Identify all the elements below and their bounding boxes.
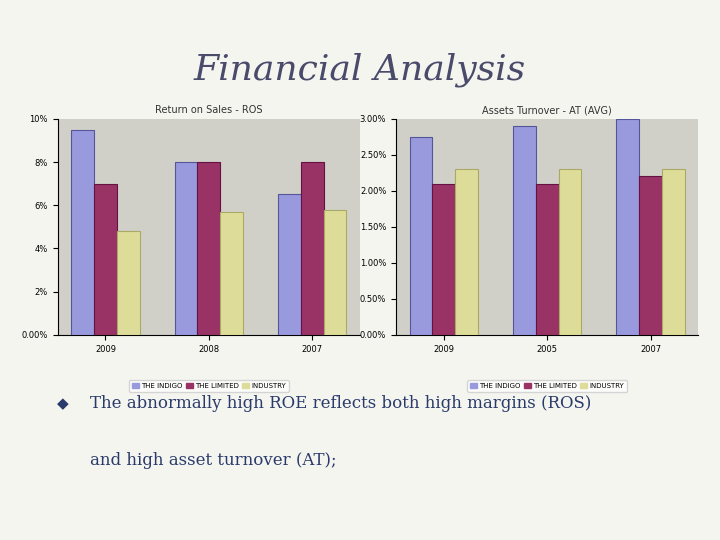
Bar xyxy=(410,137,433,335)
Bar xyxy=(220,212,243,335)
Bar xyxy=(536,184,559,335)
Bar xyxy=(455,169,478,335)
Bar xyxy=(175,162,197,335)
Legend: THE INDIGO, THE LIMITED, INDUSTRY: THE INDIGO, THE LIMITED, INDUSTRY xyxy=(129,380,289,392)
Bar xyxy=(71,130,94,335)
Text: and high asset turnover (AT);: and high asset turnover (AT); xyxy=(89,452,336,469)
Bar xyxy=(278,194,301,335)
Legend: THE INDIGO, THE LIMITED, INDUSTRY: THE INDIGO, THE LIMITED, INDUSTRY xyxy=(467,380,627,392)
Bar xyxy=(94,184,117,335)
Bar xyxy=(433,184,455,335)
Title: Assets Turnover - AT (AVG): Assets Turnover - AT (AVG) xyxy=(482,105,612,115)
Text: Financial Analysis: Financial Analysis xyxy=(194,53,526,87)
Bar xyxy=(662,169,685,335)
Text: The abnormally high ROE reflects both high margins (ROS): The abnormally high ROE reflects both hi… xyxy=(89,395,591,413)
Bar xyxy=(513,126,536,335)
Bar xyxy=(117,231,140,335)
Title: Return on Sales - ROS: Return on Sales - ROS xyxy=(155,105,263,115)
Bar xyxy=(639,177,662,335)
Bar xyxy=(323,210,346,335)
Text: ◆: ◆ xyxy=(57,396,68,411)
Bar xyxy=(616,119,639,335)
Bar xyxy=(559,169,581,335)
Bar xyxy=(197,162,220,335)
Bar xyxy=(301,162,323,335)
